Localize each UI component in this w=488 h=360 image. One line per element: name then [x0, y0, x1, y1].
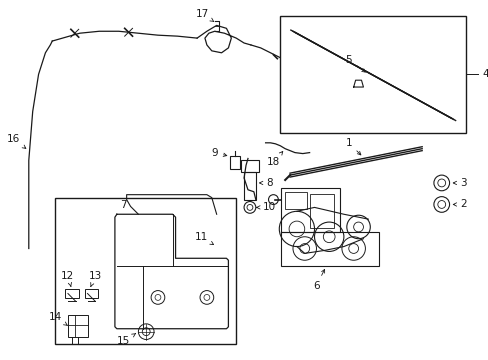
Text: 7: 7 [120, 201, 127, 211]
Text: 11: 11 [194, 232, 213, 244]
Text: 17: 17 [195, 9, 213, 22]
Text: 3: 3 [452, 178, 466, 188]
Bar [68, 315, 87, 337]
Bar [230, 156, 240, 169]
Bar [281, 232, 378, 266]
Text: 4: 4 [482, 69, 488, 79]
Text: 12: 12 [61, 271, 74, 287]
Bar [65, 289, 79, 298]
Bar [280, 15, 465, 133]
Bar [309, 194, 333, 228]
Bar [244, 172, 255, 199]
Text: 8: 8 [259, 178, 272, 188]
Text: 1: 1 [345, 138, 360, 155]
Text: 18: 18 [266, 152, 282, 167]
Text: 6: 6 [312, 269, 324, 291]
Text: 2: 2 [452, 199, 466, 210]
Bar [285, 192, 306, 210]
Bar [55, 198, 236, 345]
Text: 16: 16 [6, 134, 26, 148]
Text: 5: 5 [345, 55, 365, 72]
Text: 15: 15 [117, 334, 135, 346]
Text: 13: 13 [88, 271, 102, 287]
Text: 9: 9 [211, 148, 226, 158]
Text: 10: 10 [256, 202, 276, 212]
Bar [281, 188, 339, 232]
Bar [84, 289, 98, 298]
Text: 14: 14 [48, 312, 67, 325]
Bar [241, 161, 258, 172]
